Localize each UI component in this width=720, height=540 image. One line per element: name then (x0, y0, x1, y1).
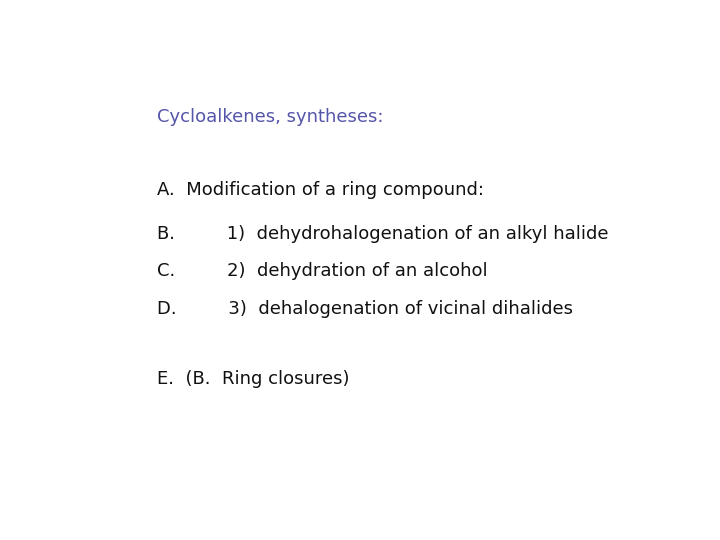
Text: D.         3)  dehalogenation of vicinal dihalides: D. 3) dehalogenation of vicinal dihalide… (157, 300, 573, 318)
Text: A.  Modification of a ring compound:: A. Modification of a ring compound: (157, 181, 484, 199)
Text: E.  (B.  Ring closures): E. (B. Ring closures) (157, 370, 349, 388)
Text: C.         2)  dehydration of an alcohol: C. 2) dehydration of an alcohol (157, 262, 487, 280)
Text: Cycloalkenes, syntheses:: Cycloalkenes, syntheses: (157, 109, 384, 126)
Text: B.         1)  dehydrohalogenation of an alkyl halide: B. 1) dehydrohalogenation of an alkyl ha… (157, 225, 608, 243)
